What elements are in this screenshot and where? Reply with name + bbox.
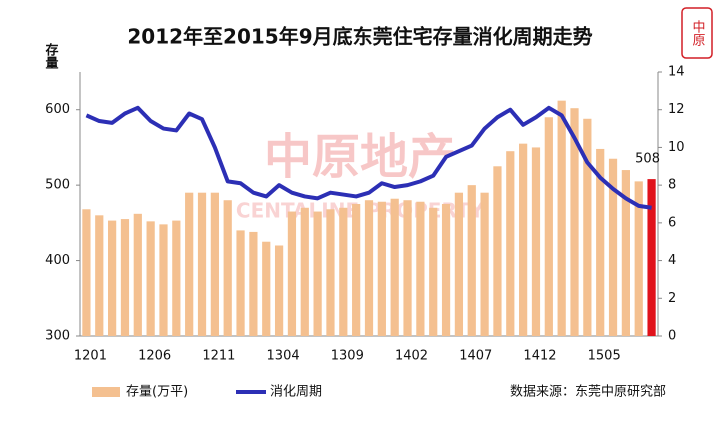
x-tick-label: 1505 (588, 349, 621, 364)
y2-tick-label: 2 (668, 291, 676, 306)
bar (197, 192, 207, 336)
bar (429, 207, 438, 336)
bar (454, 192, 464, 336)
bar (223, 200, 232, 336)
bar (326, 209, 335, 336)
logo: 中原 (690, 20, 706, 46)
bar (352, 204, 361, 336)
bar (506, 151, 515, 336)
bar (634, 181, 643, 336)
x-tick-label: 1304 (267, 349, 300, 364)
y-tick-label: 300 (45, 329, 70, 344)
y2-tick-label: 6 (668, 215, 676, 230)
bar (159, 224, 168, 336)
bar (557, 100, 566, 336)
bar (210, 192, 219, 336)
bar (108, 220, 117, 336)
bar (390, 198, 399, 336)
bar (339, 207, 348, 336)
bar (364, 200, 374, 336)
x-tick-label: 1412 (523, 349, 556, 364)
x-tick-label: 1201 (74, 349, 107, 364)
y2-tick-label: 12 (668, 102, 685, 117)
bar (82, 209, 91, 336)
legend-label: 存量(万平) (126, 385, 188, 400)
bar (274, 245, 284, 336)
bar (544, 117, 553, 336)
y2-tick-label: 14 (668, 65, 685, 80)
y2-tick-label: 8 (668, 178, 676, 193)
y2-tick-label: 0 (668, 329, 676, 344)
bar (519, 143, 528, 336)
y2-tick-label: 4 (668, 253, 676, 268)
bar (133, 213, 142, 336)
bar (467, 185, 476, 336)
bar (621, 170, 630, 336)
data-label: 508 (635, 152, 660, 167)
bar (249, 231, 258, 336)
x-tick-label: 1402 (395, 349, 428, 364)
bar (570, 108, 579, 336)
bar (146, 221, 155, 336)
bar (596, 148, 605, 336)
bar (287, 211, 297, 336)
x-tick-label: 1309 (331, 349, 364, 364)
legend-label: 消化周期 (270, 385, 322, 400)
y-tick-label: 500 (45, 178, 70, 193)
watermark: 中原地产 (264, 129, 456, 185)
bar (120, 219, 130, 336)
bar (185, 192, 194, 336)
x-tick-label: 1407 (459, 349, 492, 364)
bar (416, 201, 425, 336)
bar (313, 211, 322, 336)
bar (172, 220, 181, 336)
y-tick-label: 600 (45, 102, 70, 117)
bar (236, 230, 245, 336)
logo-box (681, 7, 713, 59)
bar (583, 118, 592, 336)
bar (377, 201, 386, 336)
y-tick-label: 400 (45, 253, 70, 268)
legend-swatch (92, 387, 120, 397)
bar (480, 192, 489, 336)
bar (403, 200, 412, 336)
bar (262, 241, 271, 336)
bar (300, 207, 309, 336)
bar (95, 215, 104, 336)
bar (493, 166, 502, 336)
source: 数据来源：东莞中原研究部 (510, 385, 666, 400)
bar (531, 147, 541, 336)
bar (441, 204, 451, 336)
y2-tick-label: 10 (668, 140, 685, 155)
chart-title: 2012年至2015年9月底东莞住宅存量消化周期走势 (127, 25, 592, 49)
bar (647, 179, 656, 336)
y-axis-label: 存量 (43, 42, 59, 70)
x-tick-label: 1211 (202, 349, 235, 364)
bar (608, 158, 618, 336)
line (85, 105, 652, 210)
x-tick-label: 1206 (138, 349, 171, 364)
